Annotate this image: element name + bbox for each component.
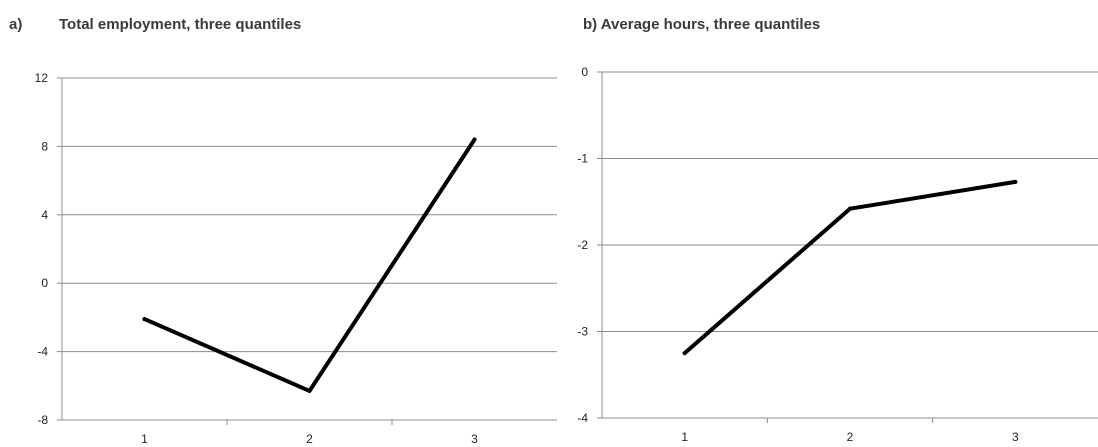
chart-b-ytick-label: -4 <box>577 411 588 425</box>
chart-b-ytick-label: -3 <box>577 325 588 339</box>
chart-b-title: b) Average hours, three quantiles <box>583 16 820 33</box>
chart-a-data-point <box>142 317 147 322</box>
chart-a-title-text: Total employment, three quantiles <box>59 16 302 33</box>
chart-b-data-point <box>682 351 687 356</box>
chart-b-xtick-label: 2 <box>847 430 854 444</box>
chart-a-data-point <box>307 388 312 393</box>
chart-b-data-point <box>848 206 852 211</box>
chart-a-ytick-label: 4 <box>41 208 48 222</box>
chart-a-data-point <box>472 137 477 142</box>
chart-a-xtick-label: 3 <box>471 432 478 446</box>
chart-b-ytick-label: 0 <box>581 65 588 79</box>
chart-b-xtick-label: 1 <box>681 430 688 444</box>
chart-a-ytick-label: 8 <box>41 139 48 153</box>
chart-b-title-text: b) Average hours, three quantiles <box>583 16 821 33</box>
chart-b-ytick-label: -1 <box>577 152 588 166</box>
chart-a-ytick-label: 0 <box>41 276 48 290</box>
chart-b-xtick-label: 3 <box>1012 430 1019 444</box>
chart-a-ytick-label: -8 <box>37 413 48 427</box>
chart-a-ytick-label: -4 <box>37 345 48 359</box>
chart-b-ytick-label: -2 <box>577 238 588 252</box>
chart-a-xtick-label: 2 <box>306 432 313 446</box>
chart-a-ytick-label: 12 <box>35 71 49 85</box>
chart-b-data-point <box>1013 179 1018 184</box>
chart-a-xtick-label: 1 <box>141 432 148 446</box>
chart-a-label: a) <box>9 16 23 33</box>
chart-a-title: a) Total employment, three quantiles <box>9 16 301 33</box>
